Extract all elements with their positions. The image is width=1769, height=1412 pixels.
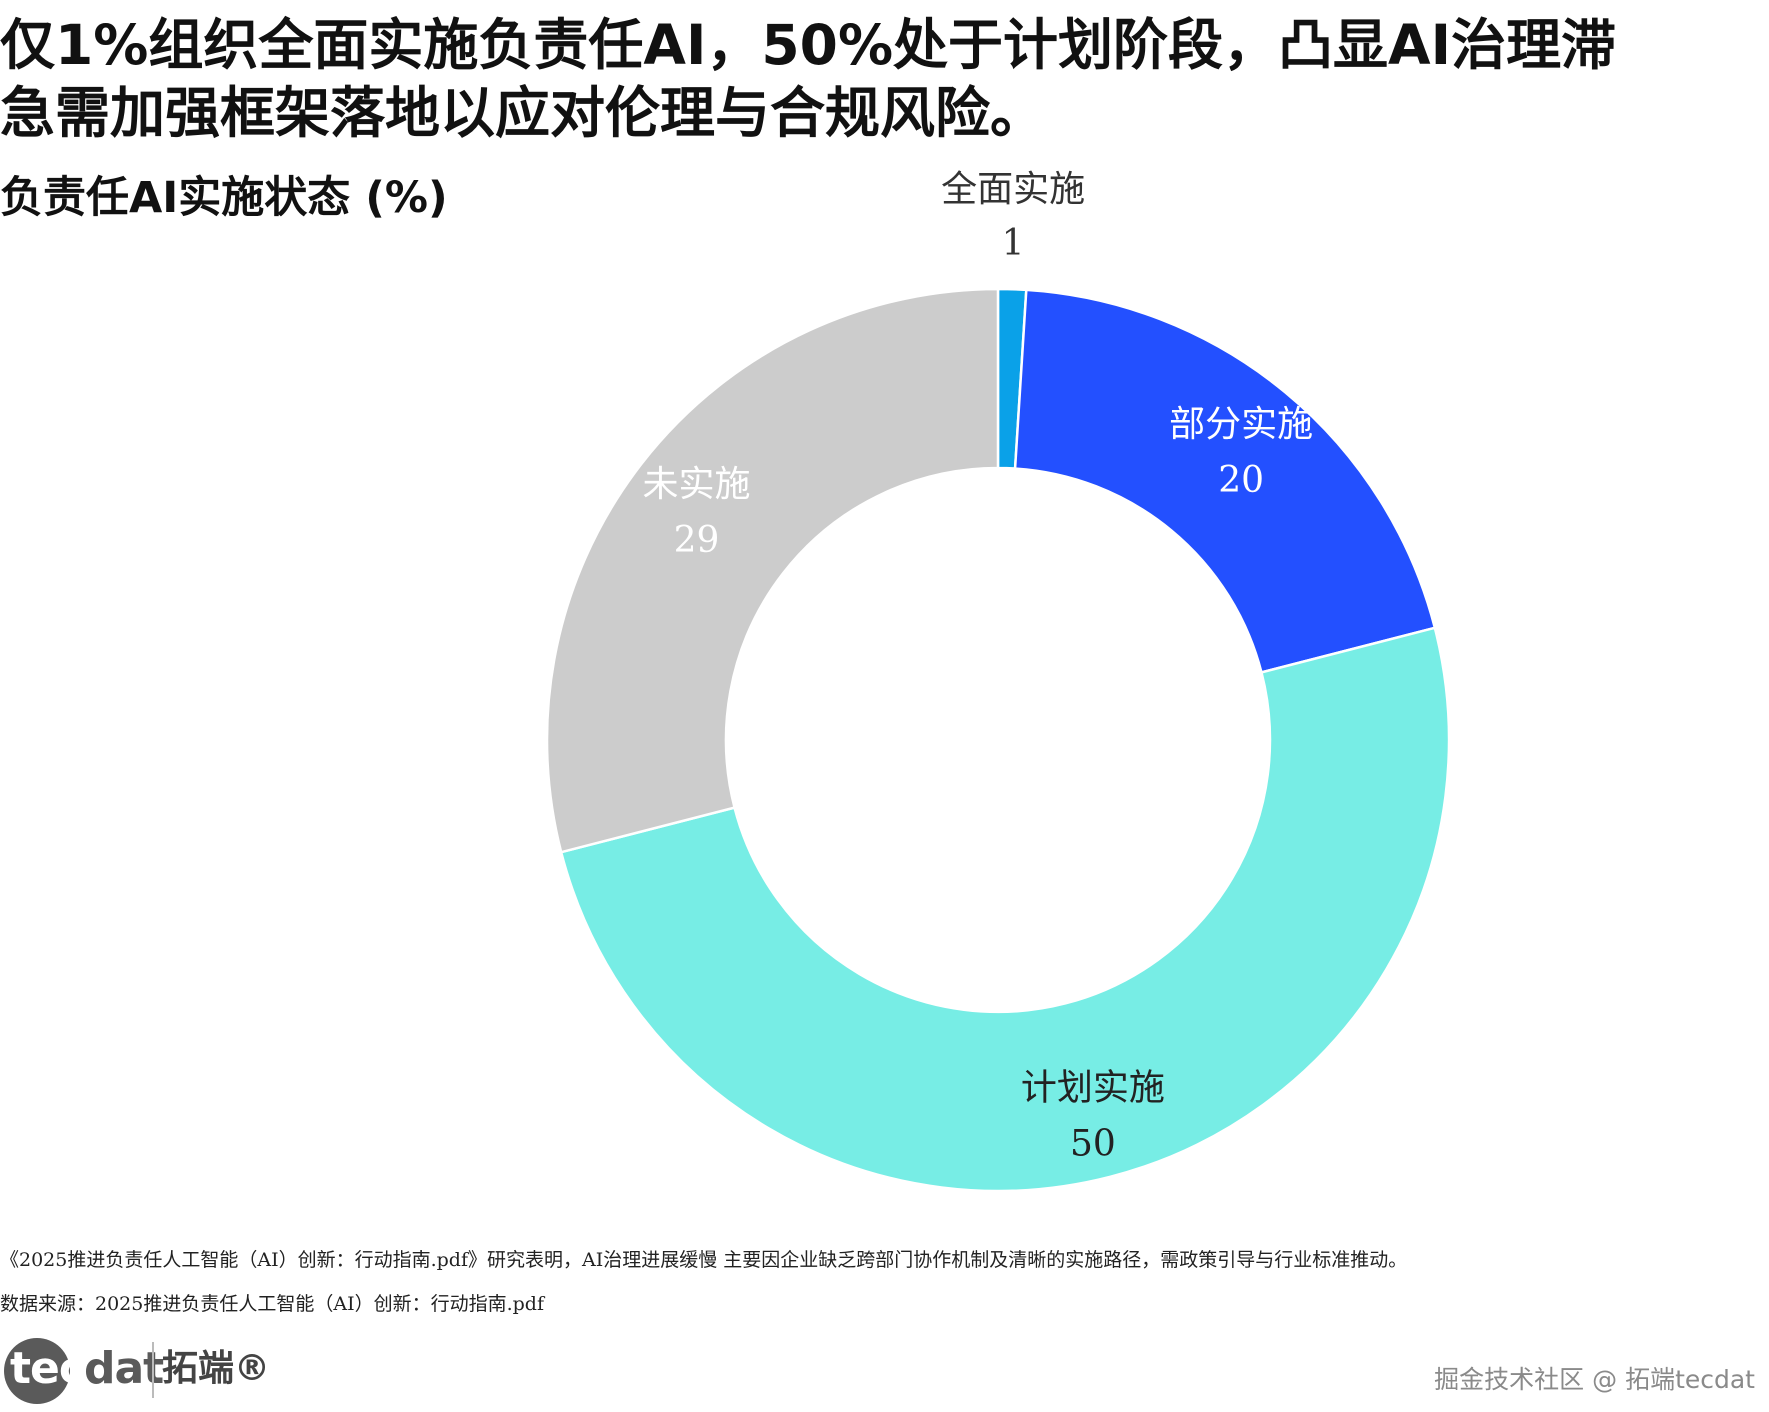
- slice-value-1: 1: [1002, 223, 1025, 264]
- chart-title-line-2: 急需加强框架落地以应对伦理与合规风险。: [0, 81, 1046, 145]
- donut-slice-2: [1013, 288, 1437, 674]
- slice-label-3: 计划实施: [1021, 1068, 1165, 1109]
- logo-chinese-name: 拓端®: [162, 1348, 271, 1389]
- slice-label-2: 部分实施: [1169, 404, 1313, 445]
- footnote: 《2025推进负责任人工智能（AI）创新：行动指南.pdf》研究表明，AI治理进…: [0, 1249, 1408, 1271]
- chart-title-line-1: 仅1%组织全面实施负责任AI，50%处于计划阶段，凸显AI治理滞: [0, 13, 1617, 77]
- donut-slice-4: [545, 287, 1000, 854]
- donut-slice-3: [559, 626, 1451, 1192]
- watermark: 掘金技术社区 @ 拓端tecdat: [1434, 1365, 1755, 1394]
- logo-wordmark-rest: dat: [83, 1343, 164, 1394]
- slice-label-4: 未实施: [643, 464, 751, 505]
- tecdat-logo: [4, 1336, 70, 1406]
- logo-divider: [152, 1342, 154, 1398]
- logo-circle-icon: [4, 1338, 70, 1404]
- slice-label-1: 全面实施: [941, 169, 1085, 210]
- slice-value-3: 50: [1070, 1124, 1116, 1165]
- logo-wordmark-mark: tec: [10, 1343, 85, 1394]
- logo-wordmark: tecdat: [10, 1336, 164, 1402]
- slice-value-4: 29: [674, 520, 720, 561]
- data-source: 数据来源：2025推进负责任人工智能（AI）创新：行动指南.pdf: [0, 1293, 544, 1315]
- chart-subtitle: 负责任AI实施状态 (%): [0, 173, 448, 223]
- slice-value-2: 20: [1218, 460, 1264, 501]
